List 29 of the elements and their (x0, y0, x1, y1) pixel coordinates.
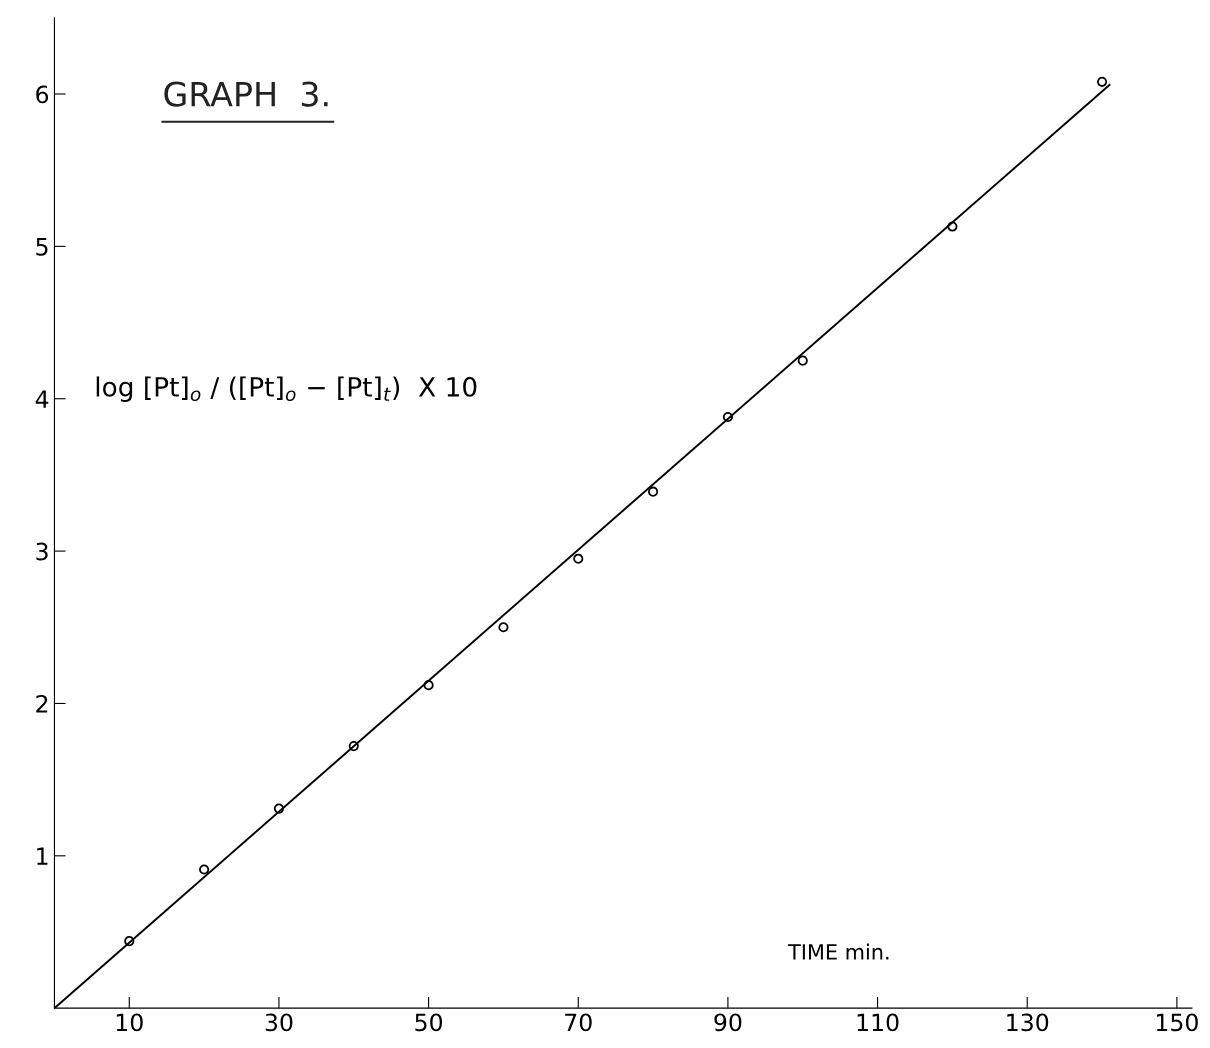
point (722, 411, 733, 423)
x-tick-label: 10 (116, 1013, 143, 1032)
x-tick-label: 90 (714, 1013, 742, 1032)
x-tick-label: 130 (1007, 1013, 1049, 1032)
x-tick-label: 110 (857, 1013, 899, 1032)
point (199, 864, 210, 875)
x-tick-label: 70 (565, 1013, 592, 1032)
point (348, 741, 359, 752)
point (573, 553, 584, 564)
x-tick-label: 30 (265, 1013, 293, 1032)
point (947, 221, 958, 232)
y-tick-label: 6 (36, 85, 49, 104)
y-tick-label: 5 (36, 238, 48, 256)
x-tick-label: 150 (1156, 1013, 1198, 1032)
y-tick-label: 3 (36, 542, 48, 561)
x-tick-label: 50 (415, 1013, 443, 1032)
point (124, 936, 135, 947)
y-tick-label: 4 (35, 390, 49, 408)
y-axis-title: log [Pt]$_{o}$ / ([Pt]$_{o}$ − [Pt]$_{t}$) X 10 (96, 376, 477, 402)
point (498, 622, 509, 633)
text: GRAPH 3. (164, 81, 328, 107)
y-tick-label: 2 (36, 694, 48, 713)
point (797, 355, 808, 366)
point (1096, 76, 1108, 87)
x-axis-title: TIME min. (788, 943, 889, 960)
point (273, 803, 285, 814)
point (423, 680, 434, 691)
point (648, 486, 659, 497)
y-tick-label: 1 (37, 847, 48, 865)
